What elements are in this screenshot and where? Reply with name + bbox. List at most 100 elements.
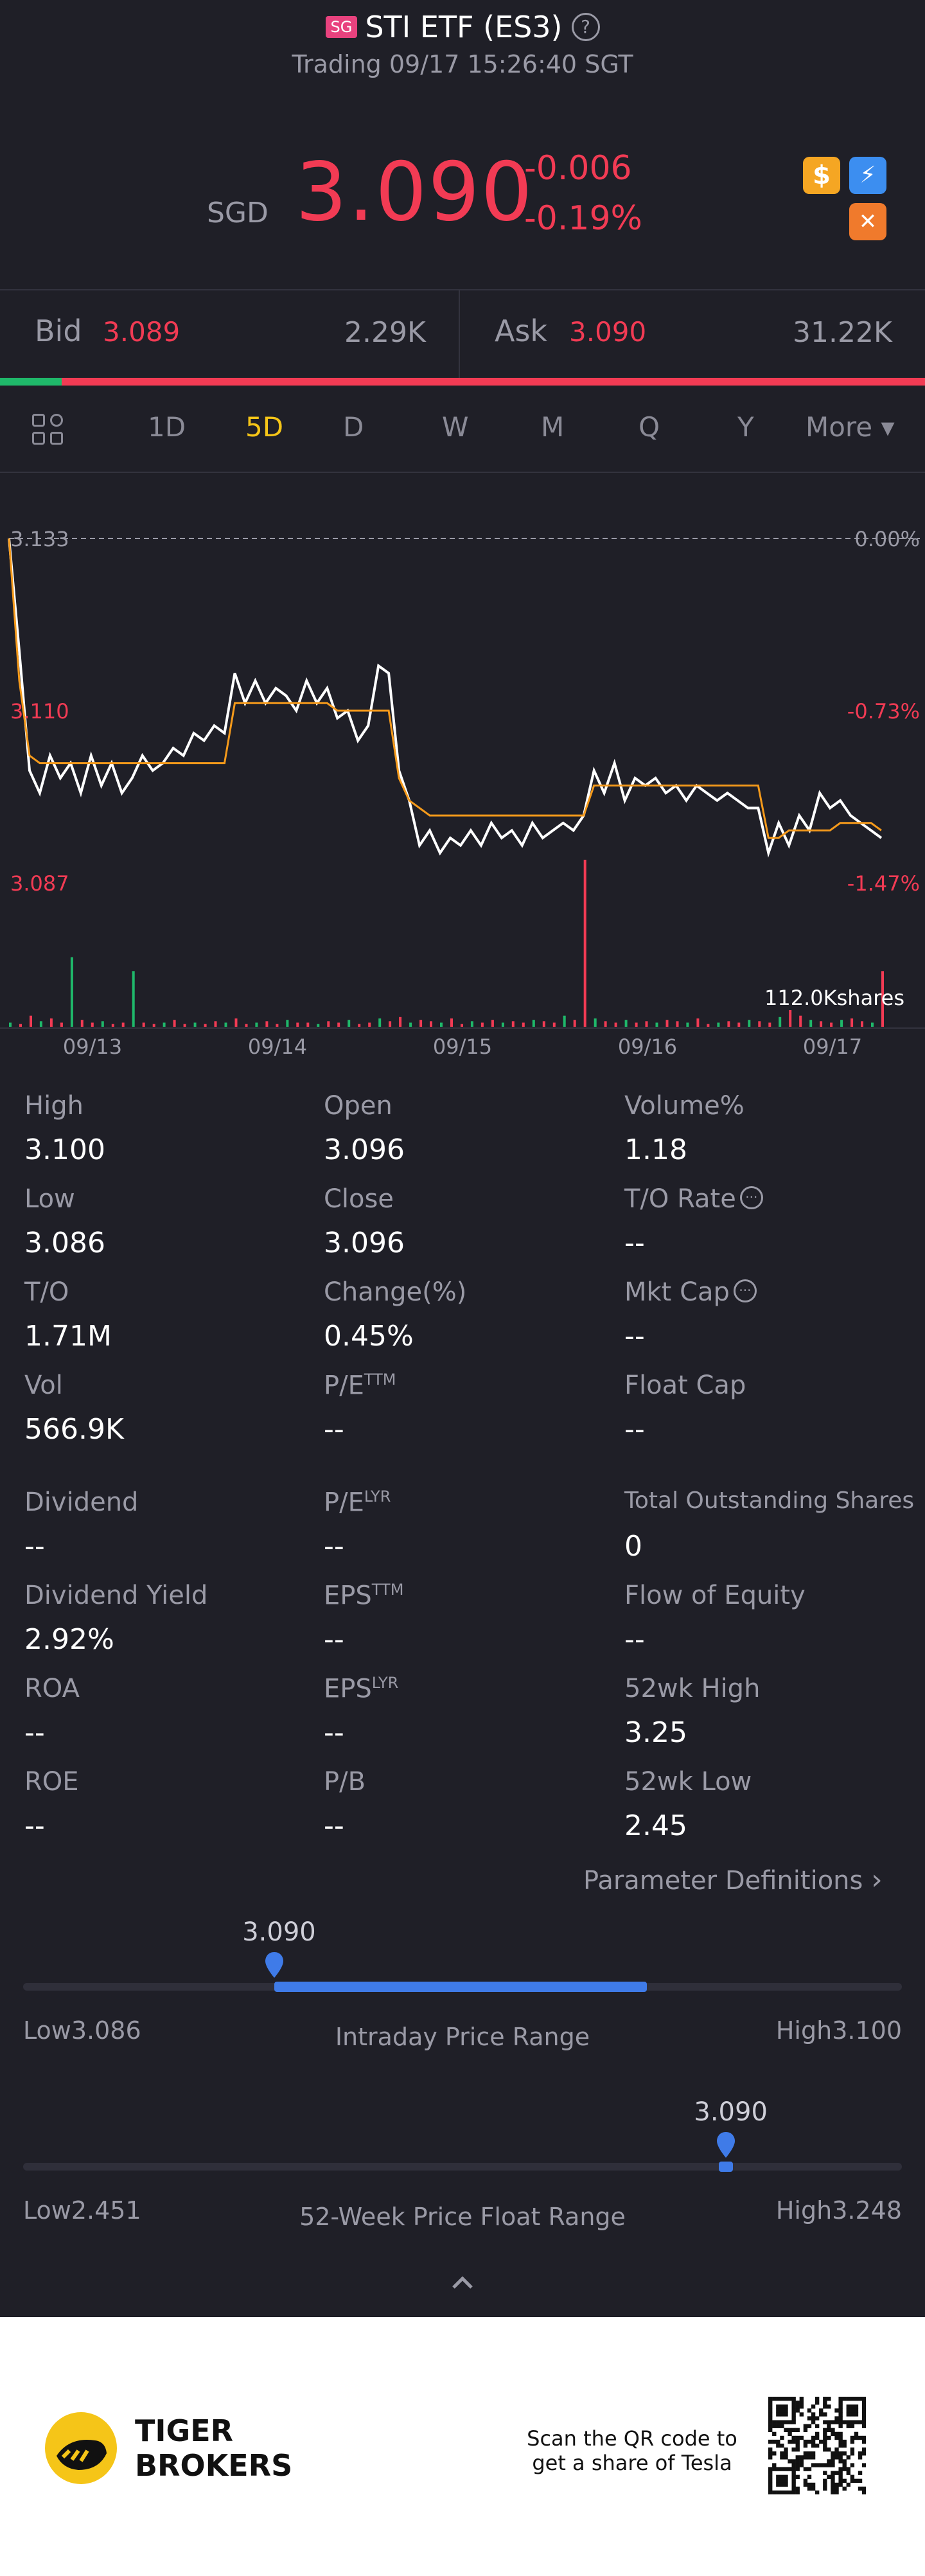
stat-label-eps-lyr: EPSLYR (324, 1674, 398, 1703)
stat-label-dividend-yield: Dividend Yield (24, 1581, 207, 1610)
qr-module (831, 2431, 835, 2437)
qr-module (780, 2451, 784, 2456)
qr-module (838, 2474, 843, 2479)
qr-module (850, 2447, 855, 2452)
volume-bar (276, 1024, 279, 1027)
volume-bar (511, 1021, 515, 1027)
qr-module (815, 2435, 820, 2440)
qr-caption-line1: Scan the QR code to (527, 2426, 737, 2451)
volume-label: 112.0Kshares (764, 986, 904, 1010)
volume-bar (286, 1020, 289, 1027)
stat-value-low: 3.086 (24, 1227, 105, 1259)
volume-bar (30, 1015, 32, 1027)
ask-ratio-bar (62, 378, 925, 386)
week52-high-value: 3.248 (832, 2196, 902, 2225)
qr-module (791, 2404, 796, 2409)
tab-d[interactable]: D (343, 411, 364, 443)
qr-module (831, 2474, 835, 2479)
stat-label-flow-of-equity: Flow of Equity (624, 1581, 806, 1610)
qr-module (834, 2447, 839, 2452)
stat-label-text: EPS (324, 1674, 372, 1704)
volume-bar (820, 1021, 823, 1027)
intraday-current-value: 3.090 (242, 1917, 316, 1947)
qr-module (831, 2490, 835, 2494)
qr-module (823, 2478, 827, 2483)
exchange-icon[interactable]: ✕ (849, 203, 886, 240)
stat-label-open: Open (324, 1091, 392, 1121)
qr-module (854, 2478, 859, 2483)
volume-bar (645, 1021, 648, 1027)
volume-bar (430, 1021, 432, 1027)
stat-label-52wk-high: 52wk High (624, 1674, 760, 1703)
parameter-definitions-link[interactable]: Parameter Definitions › (583, 1863, 883, 1896)
intraday-low: Low3.086 (23, 2016, 141, 2045)
tab-y[interactable]: Y (737, 411, 754, 443)
trading-status: Trading 09/17 15:26:40 SGT (292, 50, 633, 78)
volume-bar (358, 1024, 361, 1027)
week52-low: Low2.451 (23, 2196, 141, 2225)
more-info-icon[interactable]: ··· (733, 1279, 757, 1302)
volume-bar (368, 1022, 371, 1027)
qr-module (795, 2459, 800, 2464)
volume-bar (337, 1022, 340, 1027)
tab-m[interactable]: M (541, 411, 565, 443)
qr-module (834, 2490, 839, 2494)
flash-icon[interactable]: ⚡ (849, 157, 886, 194)
qr-module (815, 2424, 820, 2428)
qr-module (780, 2490, 784, 2494)
qr-caption-line2: get a share of Tesla (532, 2451, 732, 2475)
volume-bar (532, 1020, 535, 1027)
qr-module (772, 2463, 777, 2467)
stat-label-float-cap: Float Cap (624, 1371, 746, 1400)
stat-value-total-outstanding-shares: 0 (624, 1530, 642, 1563)
qr-module (807, 2486, 812, 2491)
volume-bar (49, 1018, 53, 1027)
qr-code[interactable] (768, 2397, 866, 2494)
qr-module (850, 2397, 855, 2401)
help-icon[interactable]: ? (571, 12, 600, 41)
volume-bar (779, 1017, 782, 1027)
qr-module (791, 2459, 796, 2464)
dollar-icon[interactable]: $ (803, 157, 840, 194)
more-info-icon[interactable]: ··· (739, 1186, 763, 1209)
qr-module (838, 2478, 843, 2483)
qr-module (784, 2455, 788, 2460)
qr-module (819, 2408, 824, 2413)
tab-5d[interactable]: 5D (245, 411, 284, 443)
chevron-up-icon[interactable] (450, 2272, 475, 2291)
qr-module (846, 2455, 850, 2460)
volume-bar (224, 1022, 227, 1027)
qr-module (788, 2467, 792, 2471)
tab-1d[interactable]: 1D (148, 411, 186, 443)
tab-q[interactable]: Q (639, 411, 660, 443)
qr-module (768, 2397, 773, 2401)
qr-module (838, 2471, 843, 2475)
qr-module (799, 2463, 804, 2467)
qr-module (795, 2490, 800, 2494)
qr-module (823, 2482, 827, 2487)
volume-bar (193, 1022, 197, 1027)
qr-module (850, 2420, 855, 2424)
qr-module (780, 2443, 784, 2448)
stat-label-p-b: P/B (324, 1767, 366, 1797)
volume-bar (614, 1022, 617, 1027)
qr-module (811, 2416, 816, 2421)
tab-more[interactable]: More ▾ (806, 411, 895, 443)
qr-module (858, 2435, 863, 2440)
volume-bar (624, 1020, 628, 1027)
qr-module (850, 2474, 855, 2479)
stat-value-volume-: 1.18 (624, 1133, 687, 1166)
tab-w[interactable]: W (442, 411, 469, 443)
qr-module (838, 2401, 843, 2405)
qr-module (838, 2435, 843, 2440)
qr-module (838, 2404, 843, 2409)
qr-module (791, 2439, 796, 2444)
brand-name: TIGER BROKERS (135, 2413, 292, 2483)
grid-layout-icon[interactable] (32, 414, 64, 446)
qr-module (784, 2490, 788, 2494)
qr-module (768, 2408, 773, 2413)
qr-module (842, 2478, 847, 2483)
brand-line2: BROKERS (135, 2448, 293, 2483)
qr-module (768, 2424, 773, 2428)
price-chart[interactable]: 3.133 3.110 3.087 0.00% -0.73% -1.47% 112.0Ksh… (0, 475, 925, 1067)
